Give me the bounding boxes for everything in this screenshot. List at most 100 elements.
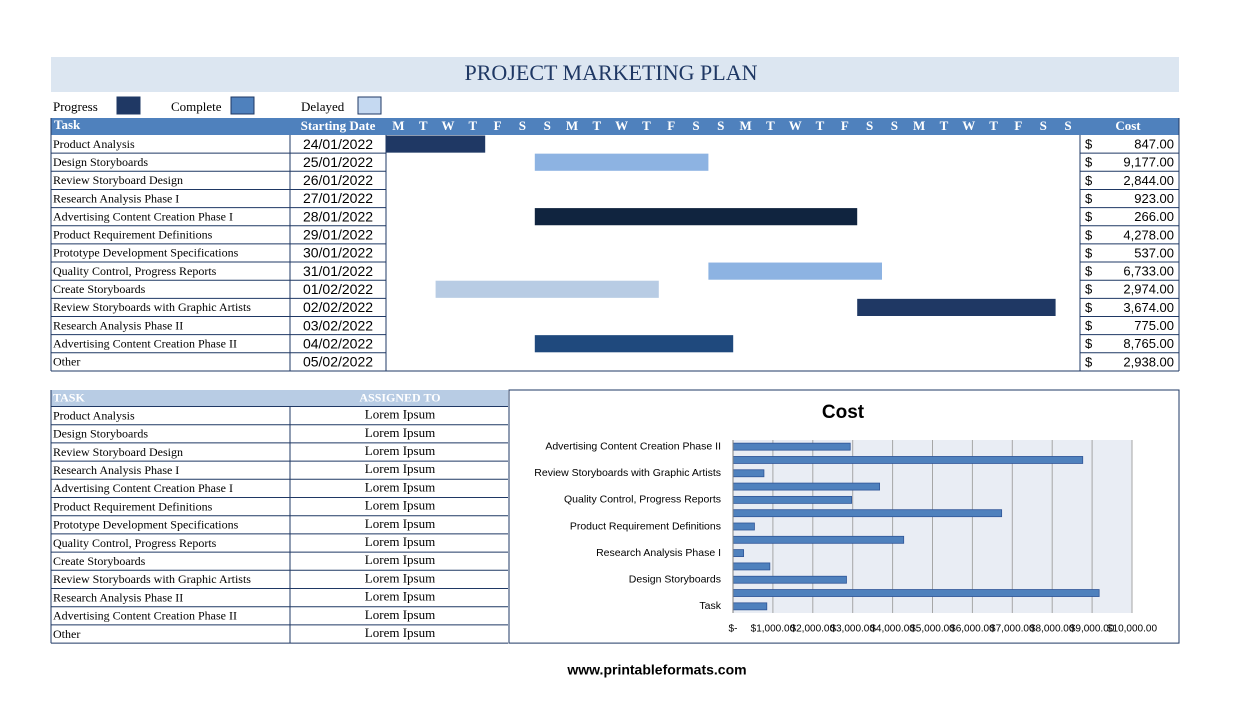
cost: 775.00 [1134, 318, 1174, 333]
start-date: 01/02/2022 [303, 281, 373, 297]
task-name: Research Analysis Phase II [53, 590, 183, 604]
start-date: 29/01/2022 [303, 227, 373, 243]
cost: 4,278.00 [1123, 227, 1174, 242]
bar [732, 522, 755, 531]
assignee: Lorem Ipsum [365, 570, 435, 585]
gantt-bar [435, 280, 659, 298]
day-header: S [544, 118, 551, 133]
header-row [51, 390, 508, 407]
day-header: T [989, 118, 998, 133]
currency: $ [1085, 155, 1093, 170]
assignee: Lorem Ipsum [365, 407, 435, 422]
day-header: S [1040, 118, 1047, 133]
x-tick-label: $- [729, 624, 738, 635]
bar [732, 535, 905, 544]
task-name: Other [53, 355, 80, 369]
x-tick-label: $6,000.00 [950, 624, 995, 635]
start-date: 05/02/2022 [303, 354, 373, 370]
cost: 537.00 [1134, 245, 1174, 260]
task-name: Advertising Content Creation Phase I [53, 209, 233, 223]
task-name: Quality Control, Progress Reports [53, 536, 217, 550]
start-date: 03/02/2022 [303, 317, 373, 333]
legend-label: Progress [53, 99, 98, 114]
currency: $ [1085, 209, 1093, 224]
currency: $ [1085, 264, 1093, 279]
day-header: M [566, 118, 578, 133]
assignee: Lorem Ipsum [365, 479, 435, 494]
y-tick-label: Product Requirement Definitions [570, 520, 721, 532]
bar [732, 602, 768, 611]
day-header: T [766, 118, 775, 133]
task-name: Quality Control, Progress Reports [53, 264, 217, 278]
day-header: W [615, 118, 628, 133]
y-tick-label: Research Analysis Phase I [596, 547, 721, 559]
cost: 6,733.00 [1123, 264, 1174, 279]
cost: 3,674.00 [1123, 300, 1174, 315]
task-name: Product Analysis [53, 408, 135, 422]
currency: $ [1085, 282, 1093, 297]
task-name: Research Analysis Phase I [53, 191, 179, 205]
bar [732, 575, 847, 584]
assignee: Lorem Ipsum [365, 552, 435, 567]
column-header: Task [54, 117, 81, 132]
start-date: 27/01/2022 [303, 190, 373, 206]
currency: $ [1085, 245, 1093, 260]
currency: $ [1085, 300, 1093, 315]
x-tick-label: $7,000.00 [990, 624, 1035, 635]
cost: 2,938.00 [1123, 354, 1174, 369]
currency: $ [1085, 137, 1093, 152]
y-tick-label: Review Storyboards with Graphic Artists [534, 467, 721, 479]
task-name: Advertising Content Creation Phase II [53, 336, 237, 350]
column-header: ASSIGNED TO [359, 390, 440, 404]
header-row [51, 118, 1179, 135]
assignee: Lorem Ipsum [365, 534, 435, 549]
x-tick-label: $4,000.00 [870, 624, 915, 635]
column-header: Starting Date [301, 118, 376, 133]
x-tick-label: $3,000.00 [830, 624, 875, 635]
day-header: S [717, 118, 724, 133]
cost: 847.00 [1134, 137, 1174, 152]
legend-swatch [230, 96, 255, 115]
column-header: Cost [1115, 118, 1141, 133]
task-name: Review Storyboard Design [53, 173, 183, 187]
day-header: T [592, 118, 601, 133]
task-name: Other [53, 627, 80, 641]
cost: 266.00 [1134, 209, 1174, 224]
task-name: Review Storyboards with Graphic Artists [53, 572, 251, 586]
start-date: 30/01/2022 [303, 245, 373, 261]
task-name: Research Analysis Phase II [53, 318, 183, 332]
title-band [51, 57, 1179, 92]
task-name: Create Storyboards [53, 282, 146, 296]
task-name: Prototype Development Specifications [53, 518, 239, 532]
task-name: Create Storyboards [53, 554, 146, 568]
day-header: S [519, 118, 526, 133]
bar [732, 482, 880, 491]
day-header: W [442, 118, 455, 133]
currency: $ [1085, 173, 1093, 188]
task-name: Design Storyboards [53, 155, 148, 169]
day-header: T [816, 118, 825, 133]
task-name: Design Storyboards [53, 427, 148, 441]
day-header: T [419, 118, 428, 133]
task-name: Advertising Content Creation Phase I [53, 481, 233, 495]
bar [732, 442, 851, 451]
assignee: Lorem Ipsum [365, 443, 435, 458]
start-date: 26/01/2022 [303, 172, 373, 188]
bar [732, 589, 1100, 597]
assignee: Lorem Ipsum [365, 607, 435, 622]
chart-title: Cost [822, 402, 865, 423]
currency: $ [1085, 227, 1093, 242]
x-tick-label: $8,000.00 [1030, 624, 1075, 635]
page-title: PROJECT MARKETING PLAN [465, 60, 758, 85]
column-header: TASK [53, 390, 85, 404]
gantt-bar [534, 208, 858, 226]
day-header: W [789, 118, 802, 133]
gantt-bar [386, 135, 486, 153]
assignee: Lorem Ipsum [365, 461, 435, 476]
start-date: 31/01/2022 [303, 263, 373, 279]
day-header: T [642, 118, 651, 133]
day-header: F [667, 118, 675, 133]
cost: 2,844.00 [1123, 173, 1174, 188]
gantt-bar [534, 153, 709, 171]
